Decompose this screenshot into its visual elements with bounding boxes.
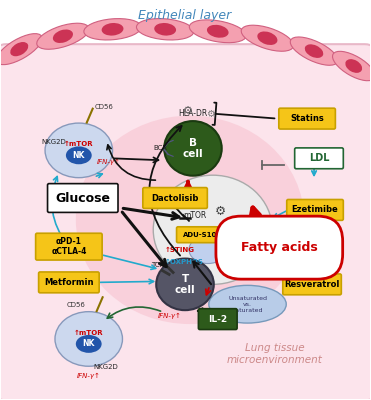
Text: ⚙: ⚙ [183, 106, 193, 116]
Ellipse shape [153, 175, 272, 284]
Text: IFN-γ↑: IFN-γ↑ [158, 313, 182, 319]
Ellipse shape [66, 146, 92, 164]
Text: NKG2D: NKG2D [41, 140, 66, 146]
Text: Glucose: Glucose [55, 192, 110, 204]
Text: NK: NK [82, 340, 95, 348]
FancyBboxPatch shape [283, 274, 341, 295]
FancyBboxPatch shape [47, 184, 118, 212]
Text: BCR: BCR [153, 145, 167, 151]
Ellipse shape [189, 20, 246, 43]
Ellipse shape [102, 23, 124, 36]
Text: NK: NK [73, 151, 85, 160]
Ellipse shape [156, 258, 214, 310]
Text: Ezetimibe: Ezetimibe [292, 206, 338, 214]
Ellipse shape [207, 25, 229, 38]
Ellipse shape [55, 312, 122, 366]
Text: Dactolisib: Dactolisib [151, 194, 199, 202]
Ellipse shape [76, 116, 304, 324]
FancyBboxPatch shape [0, 44, 371, 400]
Ellipse shape [305, 44, 323, 58]
Ellipse shape [189, 236, 227, 264]
Ellipse shape [332, 51, 371, 81]
FancyBboxPatch shape [287, 234, 337, 255]
Text: Mf: Mf [240, 240, 256, 250]
Text: Unsaturated
vs.
saturated: Unsaturated vs. saturated [228, 296, 267, 312]
Ellipse shape [164, 121, 222, 176]
Text: Fatty acids: Fatty acids [241, 241, 318, 254]
Text: αPD-1
αCTLA-4: αPD-1 αCTLA-4 [51, 237, 86, 256]
Ellipse shape [0, 34, 42, 65]
Ellipse shape [53, 30, 73, 43]
FancyBboxPatch shape [143, 188, 207, 208]
Text: CD56: CD56 [67, 302, 86, 308]
Text: ⚙: ⚙ [215, 206, 226, 218]
Ellipse shape [84, 19, 141, 40]
Ellipse shape [257, 32, 278, 45]
Text: HLA-DR: HLA-DR [178, 109, 207, 118]
Ellipse shape [10, 42, 28, 56]
Ellipse shape [154, 23, 176, 36]
Ellipse shape [345, 59, 362, 73]
Text: Epithelial layer: Epithelial layer [138, 10, 232, 22]
Text: T
cell: T cell [175, 274, 195, 295]
FancyBboxPatch shape [279, 108, 335, 129]
Ellipse shape [76, 335, 102, 353]
Ellipse shape [209, 285, 286, 323]
Text: Statins: Statins [290, 114, 324, 123]
FancyBboxPatch shape [177, 227, 229, 243]
Text: IFN-γ↑: IFN-γ↑ [77, 373, 101, 379]
Text: ↑mTOR: ↑mTOR [64, 142, 93, 148]
Text: LDL: LDL [309, 153, 329, 163]
FancyBboxPatch shape [287, 200, 343, 220]
Text: TCR: TCR [151, 262, 165, 268]
Ellipse shape [45, 123, 112, 178]
Text: ADU-S100: ADU-S100 [183, 232, 223, 238]
Text: ↑mTOR: ↑mTOR [74, 330, 104, 336]
Text: Lung tissue
microenvironment: Lung tissue microenvironment [226, 343, 322, 365]
Ellipse shape [137, 19, 194, 40]
Text: ⚙: ⚙ [206, 109, 215, 119]
Ellipse shape [241, 25, 293, 51]
FancyBboxPatch shape [36, 233, 102, 260]
Text: NKG2D: NKG2D [94, 364, 118, 370]
Text: IFN-γ↑: IFN-γ↑ [97, 159, 121, 165]
Text: B
cell: B cell [183, 138, 203, 159]
Text: IL-2: IL-2 [208, 315, 227, 324]
Text: ↑NO: ↑NO [228, 245, 247, 254]
Ellipse shape [290, 37, 338, 65]
Ellipse shape [37, 23, 89, 49]
Text: Resveratrol: Resveratrol [284, 280, 340, 289]
Text: ↑OXPHOS: ↑OXPHOS [165, 258, 204, 264]
Text: CD56: CD56 [95, 104, 114, 110]
Text: ↑STING: ↑STING [165, 247, 195, 253]
Text: PI3K/
mTOR: PI3K/ mTOR [183, 200, 207, 220]
Text: Metformin: Metformin [44, 278, 93, 287]
Text: Aspirin: Aspirin [295, 240, 329, 249]
FancyBboxPatch shape [295, 148, 343, 169]
FancyBboxPatch shape [39, 272, 99, 293]
FancyBboxPatch shape [198, 309, 237, 330]
